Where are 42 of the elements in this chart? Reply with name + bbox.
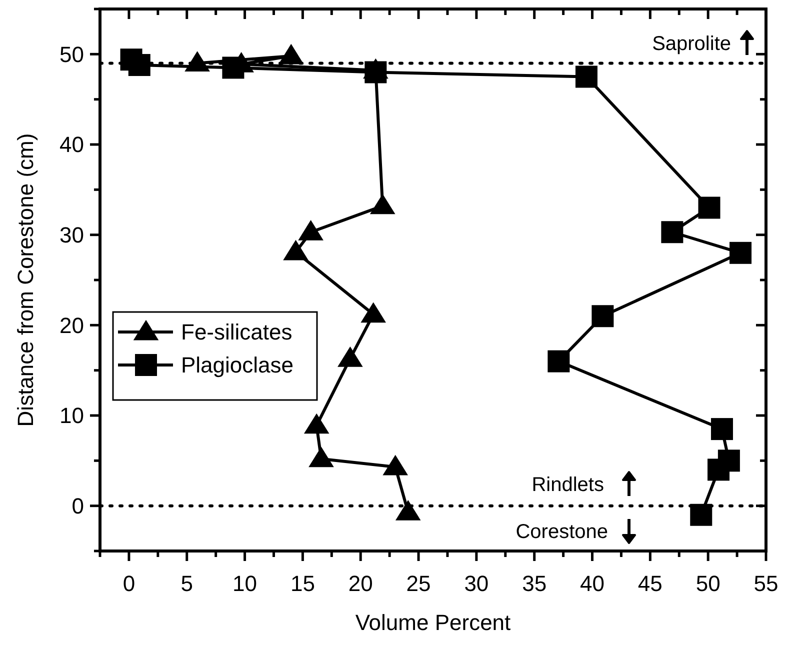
point [690,504,712,526]
point [222,56,244,79]
x-tick-label: 0 [122,571,136,596]
point [298,220,324,240]
x-tick-label: 55 [754,571,778,596]
x-tick-label: 50 [696,571,720,596]
point [364,61,387,84]
point [661,221,684,244]
point [575,66,598,88]
point [308,446,334,468]
y-tick-label: 40 [60,132,84,158]
x-tick-label: 40 [580,571,605,596]
x-tick-label: 30 [464,571,489,596]
x-tick-label: 10 [232,571,258,596]
point [592,305,614,328]
annotation: Saprolite [652,33,731,55]
point [710,418,733,440]
x-tick-label: 25 [406,571,431,596]
y-tick-label: 0 [72,494,84,519]
y-tick-label: 10 [60,403,84,428]
x-tick-label: 5 [180,571,193,596]
x-tick-label: 15 [290,571,315,596]
point [360,302,386,323]
y-tick-label: 20 [60,312,84,338]
y-axis-title: Distance from Corestone (cm) [13,133,38,427]
point [548,350,570,372]
point [338,346,363,367]
annotation: Corestone [516,521,608,543]
point [730,242,752,264]
x-tick-label: 45 [638,571,662,596]
annotation: Rindlets [532,474,604,496]
legend-label: Fe-silicates [181,320,292,345]
legend-label: Plagioclase [181,352,294,378]
point [395,500,421,520]
point [382,454,408,476]
x-tick-label: 20 [348,571,373,596]
x-tick-label: 35 [522,571,547,596]
point [304,413,330,434]
x-axis-title: Volume Percent [355,610,511,635]
y-tick-label: 30 [60,222,84,248]
y-tick-label: 50 [60,42,84,67]
point [698,196,720,219]
